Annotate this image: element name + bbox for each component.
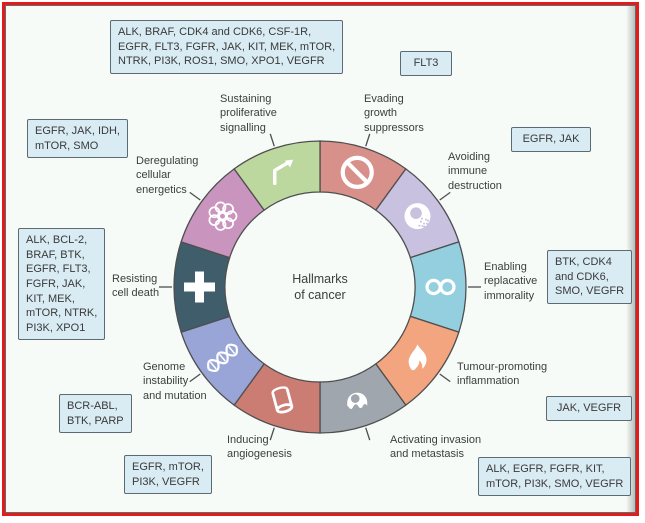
hallmark-label-resisting-cell-death: Resisting cell death [112,273,160,300]
arrow-icon [273,159,294,186]
vessel-icon [271,386,294,414]
label-tick-activating-invasion-and-metastasis [365,427,371,441]
wheel-center-title: Hallmarks of cancer [292,272,348,303]
label-tick-genome-instability-and-mutation [189,373,201,383]
infinity-icon [425,278,456,296]
cross-icon [184,271,215,303]
targets-box-deregulating-cellular-energetics: EGFR, JAK, IDH, mTOR, SMO [27,119,128,159]
immune-cell-icon [404,203,431,230]
targets-box-evading-growth-suppressors: FLT3 [400,51,452,76]
hallmark-label-sustaining-proliferative-signalling: Sustaining proliferative signalling [220,93,277,134]
flame-icon [408,344,427,371]
hallmark-label-evading-growth-suppressors: Evading growth suppressors [364,93,424,134]
dna-icon [207,343,238,373]
invading-cell-icon [347,392,368,409]
targets-box-genome-instability-and-mutation: BCR-ABL, BTK, PARP [59,394,132,434]
label-tick-deregulating-cellular-energetics [189,191,201,201]
wheel-segment-sustaining-proliferative-signalling [233,140,321,212]
hallmark-label-enabling-replicative-immortality: Enabling replacative immorality [484,261,538,302]
targets-box-inducing-angiogenesis: EGFR, mTOR, PI3K, VEGFR [124,455,212,495]
label-tick-sustaining-proliferative-signalling [269,133,275,147]
no-entry-icon [340,155,374,190]
hallmark-label-avoiding-immune-destruction: Avoiding immune destruction [448,151,502,192]
targets-box-enabling-replicative-immortality: BTK, CDK4 and CDK6, SMO, VEGFR [547,250,633,304]
hallmarks-wheel [159,133,481,441]
label-tick-inducing-angiogenesis [269,427,275,441]
targets-box-resisting-cell-death: ALK, BCL-2, BRAF, BTK, EGFR, FLT3, FGFR,… [18,228,106,341]
hallmark-label-deregulating-cellular-energetics: Deregulating cellular energetics [136,155,199,196]
targets-box-tumour-promoting-inflammation: JAK, VEGFR [546,396,632,421]
atom-icon [208,201,238,231]
label-tick-evading-growth-suppressors [365,133,371,147]
targets-box-sustaining-proliferative-signalling: ALK, BRAF, CDK4 and CDK6, CSF-1R, EGFR, … [110,20,344,74]
hallmark-label-activating-invasion-and-metastasis: Activating invasion and metastasis [390,434,482,461]
frame-inner-line [5,5,636,513]
hallmark-label-genome-instability-and-mutation: Genome instability and mutation [143,361,207,402]
hallmark-label-inducing-angiogenesis: Inducing angiogenesis [227,434,292,461]
hallmark-label-tumour-promoting-inflammation: Tumour-promoting inflammation [457,361,548,388]
targets-box-avoiding-immune-destruction: EGFR, JAK [511,127,591,152]
label-tick-tumour-promoting-inflammation [439,373,451,383]
label-tick-avoiding-immune-destruction [439,191,451,201]
targets-box-activating-invasion-and-metastasis: ALK, EGFR, FGFR, KIT, mTOR, PI3K, SMO, V… [478,457,632,497]
